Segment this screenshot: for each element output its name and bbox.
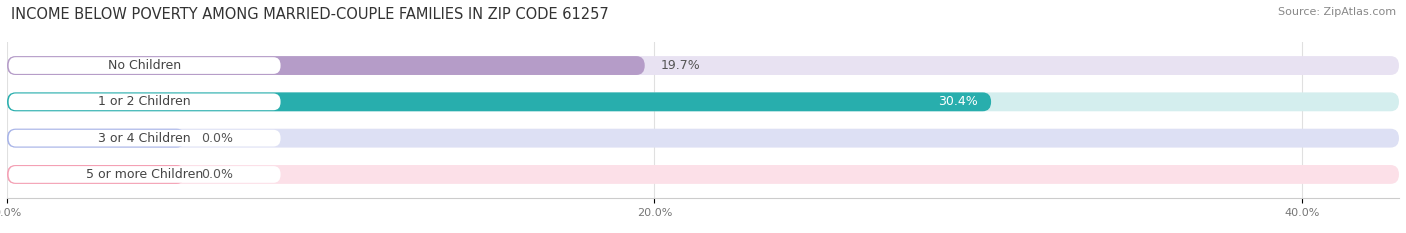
FancyBboxPatch shape <box>7 129 186 147</box>
Text: 0.0%: 0.0% <box>201 168 233 181</box>
Text: 5 or more Children: 5 or more Children <box>86 168 204 181</box>
FancyBboxPatch shape <box>7 93 991 111</box>
Text: 30.4%: 30.4% <box>938 95 979 108</box>
Text: 1 or 2 Children: 1 or 2 Children <box>98 95 191 108</box>
FancyBboxPatch shape <box>7 129 1399 147</box>
Text: INCOME BELOW POVERTY AMONG MARRIED-COUPLE FAMILIES IN ZIP CODE 61257: INCOME BELOW POVERTY AMONG MARRIED-COUPL… <box>11 7 609 22</box>
Text: 0.0%: 0.0% <box>201 132 233 145</box>
FancyBboxPatch shape <box>7 56 1399 75</box>
FancyBboxPatch shape <box>7 56 645 75</box>
Text: Source: ZipAtlas.com: Source: ZipAtlas.com <box>1278 7 1396 17</box>
Text: No Children: No Children <box>108 59 181 72</box>
FancyBboxPatch shape <box>8 130 281 147</box>
Text: 3 or 4 Children: 3 or 4 Children <box>98 132 191 145</box>
FancyBboxPatch shape <box>7 93 1399 111</box>
FancyBboxPatch shape <box>7 165 1399 184</box>
FancyBboxPatch shape <box>8 57 281 74</box>
FancyBboxPatch shape <box>7 165 186 184</box>
Text: 19.7%: 19.7% <box>661 59 700 72</box>
FancyBboxPatch shape <box>8 93 281 110</box>
FancyBboxPatch shape <box>8 166 281 183</box>
